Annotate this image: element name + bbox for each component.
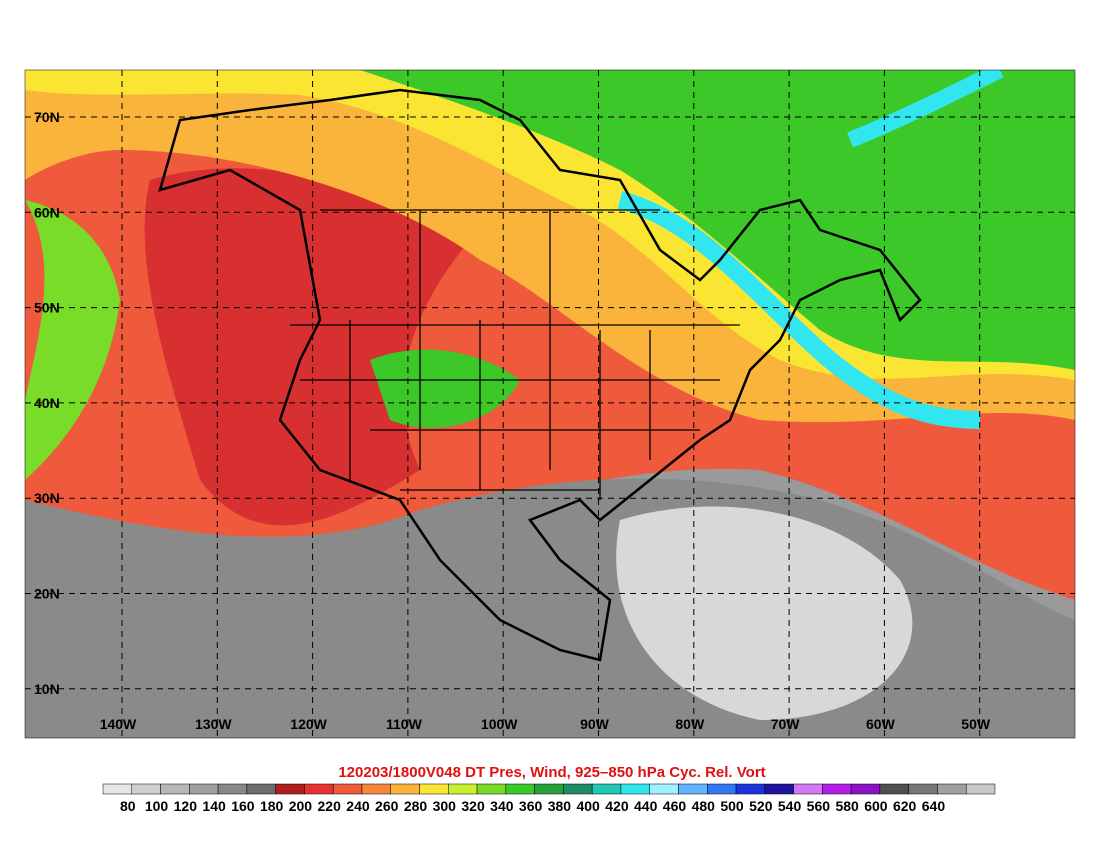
colorbar-label: 80 [120, 798, 136, 814]
lon-label: 90W [580, 716, 610, 732]
colorbar-box [707, 783, 737, 795]
lon-label: 80W [675, 716, 705, 732]
colorbar-label: 300 [433, 798, 457, 814]
colorbar-box [361, 783, 391, 795]
colorbar: 80 100 120 140 160 180 200 220 240 260 280 300 320 34… [102, 783, 996, 814]
colorbar-label: 160 [231, 798, 255, 814]
lat-label: 60N [34, 204, 60, 220]
field-cyan2 [847, 70, 1004, 148]
colorbar-label: 600 [864, 798, 888, 814]
map-labels: 70N 60N 50N 40N 30N 20N 10N 140W 130W 120W 110W 100… [34, 109, 991, 732]
colorbar-label: 380 [548, 798, 572, 814]
field-green-west [25, 200, 120, 480]
colorbar-box [160, 783, 190, 795]
colorbar-label: 180 [260, 798, 284, 814]
lat-label: 30N [34, 490, 60, 506]
colorbar-box [419, 783, 449, 795]
colorbar-box [764, 783, 794, 795]
colorbar-box [678, 783, 708, 795]
colorbar-label: 640 [922, 798, 946, 814]
lat-label: 50N [34, 300, 60, 316]
colorbar-label: 280 [404, 798, 428, 814]
lon-label: 140W [100, 716, 137, 732]
field-green [360, 70, 1075, 370]
colorbar-label: 480 [692, 798, 716, 814]
colorbar-box [332, 783, 363, 795]
colorbar-label: 140 [202, 798, 226, 814]
colorbar-label: 200 [289, 798, 313, 814]
colorbar-label: 420 [605, 798, 629, 814]
colorbar-box [304, 783, 334, 795]
lon-label: 110W [386, 716, 423, 732]
colorbar-box [505, 783, 535, 795]
colorbar-label: 620 [893, 798, 917, 814]
colorbar-label: 520 [749, 798, 773, 814]
lat-label: 40N [34, 395, 60, 411]
field-lightgray [616, 506, 913, 720]
colorbar-box [476, 783, 507, 795]
colorbar-label: 320 [461, 798, 485, 814]
colorbar-box [390, 783, 420, 795]
coastline [158, 88, 922, 662]
chart-title: 120203/1800V048 DT Pres, Wind, 925–850 h… [338, 764, 765, 781]
colorbar-label: 400 [576, 798, 600, 814]
colorbar-box [563, 783, 593, 795]
colorbar-label: 560 [807, 798, 831, 814]
colorbar-label: 360 [519, 798, 543, 814]
colorbar-box [649, 783, 679, 795]
colorbar-box [735, 783, 766, 795]
colorbar-box [131, 783, 161, 795]
lon-label: 60W [866, 716, 896, 732]
colorbar-box [793, 783, 823, 795]
colorbar-label: 100 [145, 798, 169, 814]
colorbar-box [879, 783, 909, 795]
colorbar-box [822, 783, 852, 795]
colorbar-box [620, 783, 650, 795]
colorbar-box [937, 783, 967, 795]
colorbar-label: 120 [174, 798, 198, 814]
colorbar-box [591, 783, 622, 795]
map-field [25, 70, 1075, 738]
colorbar-box [965, 783, 996, 795]
graticule [25, 70, 1075, 738]
colorbar-label: 340 [490, 798, 514, 814]
lon-label: 50W [961, 716, 991, 732]
lon-label: 120W [290, 716, 327, 732]
boundaries [290, 209, 740, 500]
colorbar-box [908, 783, 938, 795]
colorbar-label: 580 [835, 798, 859, 814]
colorbar-label: 440 [634, 798, 658, 814]
lon-label: 130W [195, 716, 232, 732]
colorbar-label: 240 [346, 798, 370, 814]
colorbar-box [102, 783, 133, 795]
colorbar-label: 540 [778, 798, 802, 814]
colorbar-label: 460 [663, 798, 687, 814]
lat-label: 70N [34, 109, 60, 125]
lat-label: 10N [34, 681, 60, 697]
colorbar-label: 500 [720, 798, 744, 814]
lon-label: 70W [771, 716, 801, 732]
colorbar-label: 260 [375, 798, 399, 814]
field-cyan [617, 191, 981, 429]
map-frame [24, 69, 1076, 739]
colorbar-label: 220 [318, 798, 342, 814]
colorbar-box [534, 783, 564, 795]
colorbar-box [246, 783, 276, 795]
colorbar-box [275, 783, 305, 795]
colorbar-box [448, 783, 478, 795]
colorbar-box [217, 783, 248, 795]
colorbar-box [850, 783, 881, 795]
colorbar-box [189, 783, 219, 795]
lon-label: 100W [481, 716, 518, 732]
lat-label: 20N [34, 586, 60, 602]
